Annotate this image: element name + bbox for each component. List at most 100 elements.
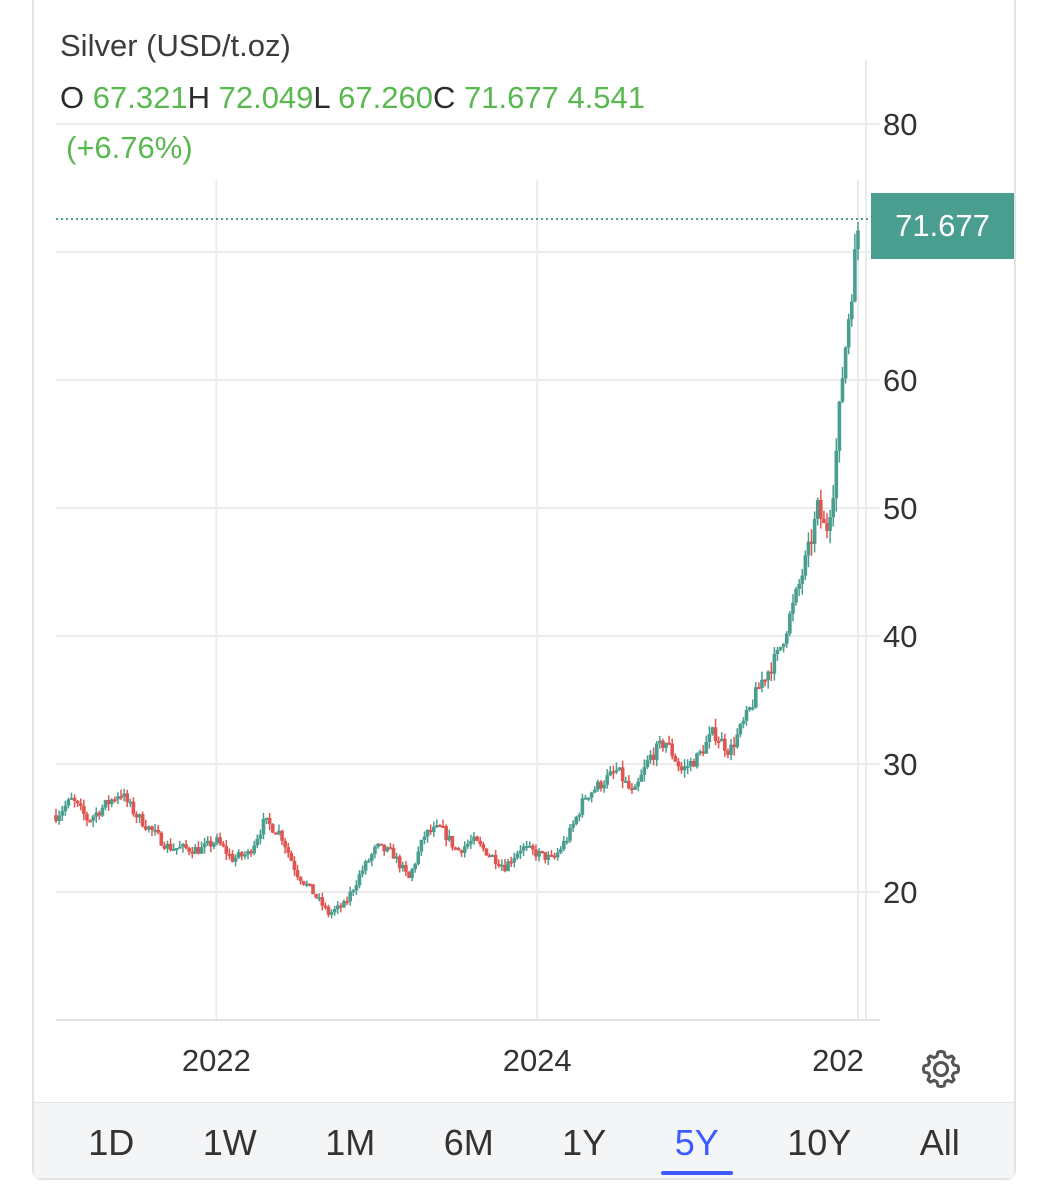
candle	[419, 839, 424, 856]
candle	[503, 858, 507, 873]
candle	[82, 799, 86, 821]
candle	[800, 568, 805, 595]
candle	[428, 824, 433, 835]
candle	[178, 840, 182, 849]
candle	[168, 838, 173, 852]
candle	[137, 813, 142, 824]
candle	[682, 759, 687, 778]
candle	[577, 812, 582, 822]
candle	[729, 739, 733, 761]
candle	[747, 706, 752, 712]
candle	[416, 846, 421, 866]
candle	[394, 852, 399, 864]
candle	[342, 899, 346, 908]
candle	[478, 836, 483, 847]
candle	[401, 861, 405, 872]
tab-1w[interactable]: 1W	[202, 1121, 257, 1163]
candle	[620, 760, 625, 789]
candle	[63, 800, 68, 816]
candle	[658, 735, 662, 749]
candle	[466, 839, 470, 849]
candle	[806, 532, 811, 568]
candle	[60, 805, 64, 822]
candle	[153, 823, 157, 836]
candle	[599, 780, 603, 792]
y-tick-label: 40	[883, 619, 917, 654]
candle	[791, 594, 795, 622]
candle	[679, 762, 684, 774]
candle	[72, 794, 77, 808]
candle	[159, 831, 164, 846]
tab-5y[interactable]: 5Y	[660, 1103, 733, 1179]
candle	[608, 765, 613, 777]
candle	[190, 846, 195, 859]
candle	[94, 807, 99, 823]
candle	[710, 726, 715, 736]
y-tick-label: 30	[883, 747, 917, 782]
low-label: L	[313, 80, 330, 115]
tab-1d[interactable]: 1D	[88, 1121, 135, 1163]
tab-1y[interactable]: 1Y	[562, 1121, 607, 1163]
candle	[484, 848, 489, 856]
candle	[388, 842, 393, 850]
candle	[750, 699, 755, 711]
candle	[589, 791, 594, 803]
candle	[574, 815, 579, 826]
candle	[357, 870, 362, 889]
candle	[66, 797, 71, 809]
candle	[853, 233, 857, 303]
candle	[171, 843, 176, 851]
candle	[627, 775, 631, 790]
candle	[688, 757, 693, 772]
candle	[487, 853, 492, 858]
candle	[661, 738, 665, 752]
tab-all[interactable]: All	[919, 1121, 960, 1163]
candle	[252, 840, 256, 856]
low-value: 67.260	[338, 80, 433, 115]
candle	[583, 794, 588, 800]
candle	[292, 856, 297, 876]
gear-icon[interactable]	[918, 1046, 964, 1092]
candle	[778, 646, 783, 652]
candle	[329, 909, 334, 919]
gridlines	[56, 60, 880, 1021]
candle	[205, 835, 210, 847]
candle	[85, 811, 89, 827]
candle	[274, 832, 278, 835]
candle	[571, 820, 575, 833]
candle	[537, 848, 541, 862]
candle	[363, 859, 368, 875]
candle	[753, 682, 758, 709]
candle	[119, 789, 123, 801]
candle	[757, 682, 761, 690]
candle	[803, 550, 808, 581]
chart-card	[32, 0, 1016, 1180]
candle	[738, 722, 743, 738]
candle	[716, 736, 721, 749]
candle	[140, 811, 145, 828]
candle	[311, 884, 315, 895]
candle	[230, 850, 235, 863]
candle	[670, 738, 674, 760]
candle	[147, 825, 151, 833]
candle	[840, 367, 845, 404]
candle	[623, 776, 628, 784]
open-value: 67.321	[92, 80, 188, 115]
tab-6m[interactable]: 6M	[443, 1121, 494, 1163]
candle	[456, 846, 461, 851]
tab-1m[interactable]: 1M	[325, 1121, 376, 1163]
candle	[156, 824, 160, 835]
candle	[552, 852, 557, 860]
tab-10y[interactable]: 10Y	[787, 1121, 852, 1163]
chart-canvas[interactable]: 20 30 40 50 60 80 2022 2024 202	[0, 0, 1048, 1100]
candle	[221, 841, 226, 848]
y-tick-label: 20	[883, 875, 917, 910]
candle	[165, 840, 170, 853]
candle	[212, 841, 216, 850]
candle	[97, 810, 102, 820]
candle	[633, 784, 637, 790]
candle	[233, 854, 238, 867]
candle	[103, 799, 108, 811]
candle	[444, 824, 448, 847]
candle	[475, 835, 479, 842]
